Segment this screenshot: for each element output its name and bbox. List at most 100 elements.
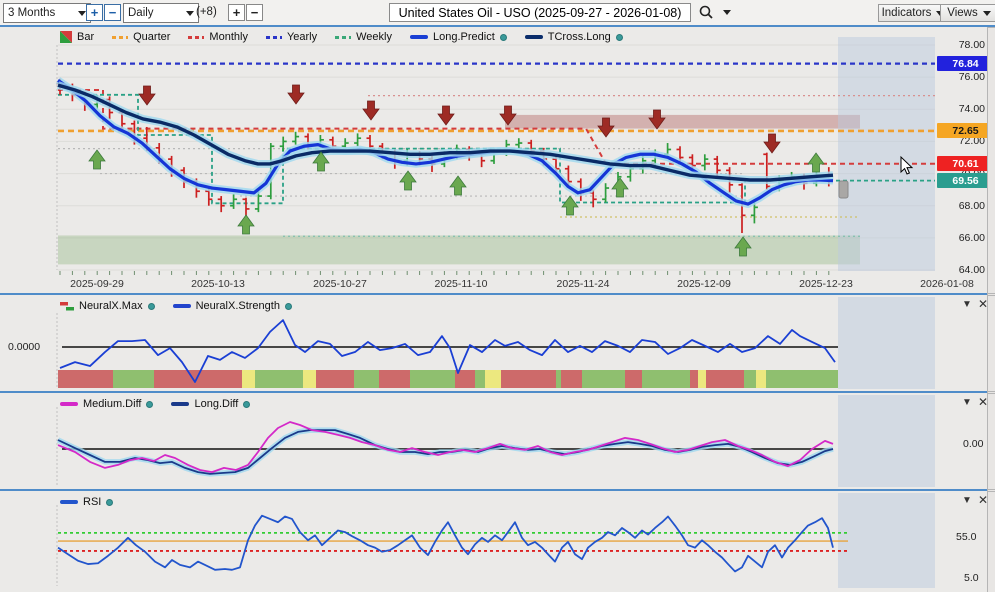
weekly-step-line	[58, 95, 745, 203]
legend-label: Yearly	[287, 31, 317, 43]
scrollbar-segment	[988, 295, 995, 296]
dashed-line-icon	[266, 36, 282, 39]
neuralx-max-segment	[756, 370, 766, 388]
sell-signal-arrow	[764, 134, 780, 153]
info-dot-icon[interactable]	[500, 34, 507, 41]
bars-remove-button[interactable]: −	[246, 4, 263, 21]
period-select[interactable]: Daily	[123, 3, 199, 23]
panel-collapse-button[interactable]: ▼	[962, 300, 972, 310]
neuralx-zero-label: 0.0000	[8, 341, 40, 353]
x-axis-label: 2025-11-10	[435, 278, 488, 290]
price-axis-label: 78.00	[945, 39, 985, 51]
legend-item-bar[interactable]: Bar	[60, 31, 94, 43]
indicators-button[interactable]: Indicators	[878, 4, 948, 22]
info-dot-icon[interactable]	[146, 401, 153, 408]
bar-series-icon	[60, 31, 72, 43]
neuralx-max-segment	[561, 370, 582, 388]
legend-item-neuralx-max[interactable]: NeuralX.Max	[60, 300, 155, 312]
search-icon[interactable]	[698, 4, 714, 20]
legend-item-monthly[interactable]: Monthly	[188, 31, 248, 43]
legend-label: Long.Predict	[433, 31, 495, 43]
price-axis-label: 74.00	[945, 103, 985, 115]
diff-panel: Medium.DiffLong.Diff 0.00 ▼ ✕	[0, 393, 995, 489]
chevron-down-icon	[186, 11, 194, 16]
price-band	[505, 115, 860, 129]
legend-item-neuralx-strength[interactable]: NeuralX.Strength	[173, 300, 292, 312]
line-icon	[410, 35, 428, 39]
info-dot-icon[interactable]	[243, 401, 250, 408]
price-axis-label: 64.00	[945, 264, 985, 276]
scrollbar-segment	[988, 489, 995, 490]
rsi-lower-label: 5.0	[964, 572, 979, 584]
legend-item-tcross-long[interactable]: TCross.Long	[525, 31, 623, 43]
info-dot-icon[interactable]	[285, 303, 292, 310]
buy-signal-arrow	[89, 150, 105, 169]
x-axis-label: 2025-12-23	[799, 278, 853, 290]
sell-signal-arrow	[288, 85, 304, 104]
neuralx-max-segment	[354, 370, 379, 388]
legend-label: Weekly	[356, 31, 392, 43]
neuralx-max-segment	[698, 370, 706, 388]
legend-item-long-predict[interactable]: Long.Predict	[410, 31, 507, 43]
toolbar: 3 Months + − Daily (+8) + − Indicators V…	[0, 0, 995, 25]
price-badge: 69.56	[937, 173, 994, 188]
legend-item-rsi[interactable]: RSI	[60, 496, 113, 508]
legend-label: RSI	[83, 496, 101, 508]
range-zoom-out-button[interactable]: −	[104, 4, 121, 21]
neuralx-max-segment	[379, 370, 410, 388]
neuralx-max-segment	[242, 370, 255, 388]
right-scrollbar[interactable]	[987, 27, 995, 592]
plus-icon: +	[233, 6, 241, 19]
x-axis-label: 2025-11-24	[557, 278, 610, 290]
views-button[interactable]: Views	[940, 4, 995, 22]
series-drag-handle	[839, 181, 848, 198]
x-axis-label: 2025-10-13	[191, 278, 245, 290]
neuralx-panel: NeuralX.MaxNeuralX.Strength 0.0000 ▼ ✕	[0, 295, 995, 391]
diff-legend: Medium.Diff Long.Diff	[60, 397, 250, 411]
search-dropdown-caret-icon[interactable]	[723, 10, 731, 15]
legend-item-weekly[interactable]: Weekly	[335, 31, 392, 43]
forecast-zone	[838, 37, 935, 271]
minus-icon: −	[109, 6, 117, 19]
range-select-value: 3 Months	[8, 7, 55, 19]
neuralx-max-segment	[556, 370, 561, 388]
scrollbar-segment	[988, 293, 995, 294]
neuralx-max-segment	[744, 370, 756, 388]
line-icon	[171, 402, 189, 406]
panel-collapse-button[interactable]: ▼	[962, 496, 972, 506]
range-zoom-in-button[interactable]: +	[86, 4, 103, 21]
legend-label: NeuralX.Max	[79, 300, 143, 312]
buy-signal-arrow	[562, 196, 578, 215]
neuralx-max-segment	[475, 370, 485, 388]
panel-collapse-button[interactable]: ▼	[962, 398, 972, 408]
plus-icon: +	[91, 6, 99, 19]
legend-item-quarter[interactable]: Quarter	[112, 31, 170, 43]
symbol-title-input[interactable]	[389, 3, 691, 22]
legend-item-medium-diff[interactable]: Medium.Diff	[60, 398, 153, 410]
bar-offset-label: (+8)	[196, 6, 217, 18]
neuralx-legend: NeuralX.Max NeuralX.Strength	[60, 299, 292, 313]
buy-signal-arrow	[238, 215, 254, 234]
legend-label: Bar	[77, 31, 94, 43]
info-dot-icon[interactable]	[616, 34, 623, 41]
bars-add-button[interactable]: +	[228, 4, 245, 21]
neuralx-max-segment	[58, 370, 113, 388]
legend-label: Long.Diff	[194, 398, 238, 410]
views-button-label: Views	[947, 7, 977, 19]
line-icon	[60, 402, 78, 406]
scrollbar-segment	[988, 27, 995, 28]
indicators-button-label: Indicators	[882, 7, 932, 19]
info-dot-icon[interactable]	[106, 499, 113, 506]
price-chart-panel: Bar Quarter Monthly Yearly Weekly Long.Predic…	[0, 27, 995, 293]
legend-item-yearly[interactable]: Yearly	[266, 31, 317, 43]
buy-signal-arrow	[450, 176, 466, 195]
info-dot-icon[interactable]	[148, 303, 155, 310]
rsi-line	[58, 516, 833, 572]
range-select[interactable]: 3 Months	[3, 3, 91, 23]
rsi-svg	[0, 491, 995, 592]
neuralx-max-icon	[60, 302, 74, 311]
scrollbar-segment	[988, 491, 995, 492]
legend-item-long-diff[interactable]: Long.Diff	[171, 398, 250, 410]
diff-zero-label: 0.00	[963, 438, 983, 450]
neuralx-max-segment	[706, 370, 744, 388]
